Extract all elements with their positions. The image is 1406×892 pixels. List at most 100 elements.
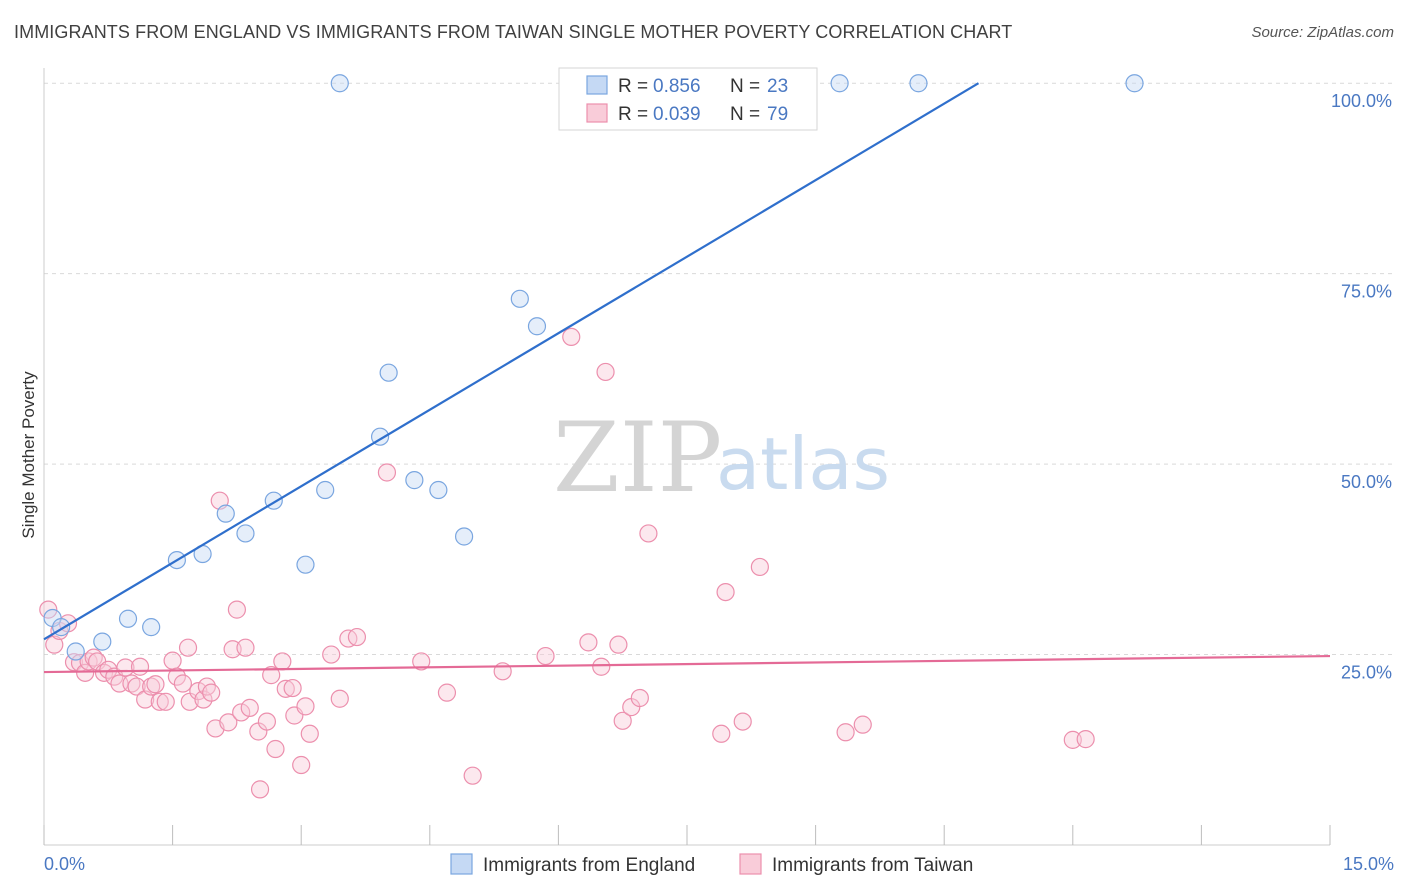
taiwan-point-67 bbox=[613, 711, 632, 730]
stats-legend-swatch-england bbox=[586, 75, 608, 95]
series-legend: Immigrants from England Immigrants from … bbox=[450, 853, 973, 876]
y-tick-label-1: 50.0% bbox=[1341, 472, 1392, 492]
taiwan-point-72 bbox=[716, 582, 735, 602]
taiwan-point-46 bbox=[276, 679, 295, 698]
taiwan-point-16 bbox=[127, 677, 146, 696]
taiwan-point-50 bbox=[296, 697, 315, 716]
taiwan-point-58 bbox=[437, 683, 457, 702]
taiwan-point-63 bbox=[579, 633, 598, 652]
taiwan-point-62 bbox=[562, 327, 581, 347]
taiwan-point-71 bbox=[712, 724, 731, 743]
taiwan-point-23 bbox=[163, 651, 182, 670]
england-point-21 bbox=[830, 74, 849, 93]
stats-r-value-taiwan: 0.039 bbox=[653, 104, 701, 125]
stats-r-label-england: R = bbox=[618, 76, 648, 97]
taiwan-point-42 bbox=[257, 712, 277, 731]
taiwan-point-66 bbox=[609, 635, 628, 654]
taiwan-point-65 bbox=[596, 362, 615, 382]
taiwan-point-43 bbox=[262, 666, 281, 685]
y-tick-labels: 25.0% 50.0% 75.0% 100.0% bbox=[1331, 91, 1392, 682]
y-tick-label-2: 75.0% bbox=[1341, 282, 1392, 302]
taiwan-point-70 bbox=[639, 524, 658, 543]
taiwan-point-49 bbox=[292, 755, 311, 775]
england-point-17 bbox=[429, 480, 448, 500]
taiwan-point-34 bbox=[219, 713, 238, 732]
stats-r-value-england: 0.856 bbox=[653, 76, 701, 97]
y-axis-label: Single Mother Poverty bbox=[19, 371, 38, 539]
taiwan-point-51 bbox=[300, 724, 319, 743]
legend-label-taiwan: Immigrants from Taiwan bbox=[772, 855, 973, 876]
england-point-5 bbox=[142, 618, 161, 637]
taiwan-point-41 bbox=[250, 780, 270, 799]
england-point-13 bbox=[330, 74, 349, 93]
england-trendline bbox=[43, 82, 980, 641]
taiwan-point-64 bbox=[592, 657, 611, 676]
england-point-19 bbox=[510, 289, 529, 308]
england-point-20 bbox=[527, 317, 547, 336]
taiwan-point-73 bbox=[733, 712, 752, 731]
taiwan-point-21 bbox=[150, 692, 169, 711]
taiwan-trendline bbox=[43, 654, 1331, 674]
axes bbox=[43, 68, 1331, 846]
taiwan-point-78 bbox=[1076, 730, 1095, 749]
taiwan-point-52 bbox=[322, 645, 341, 664]
taiwan-point-27 bbox=[178, 638, 198, 657]
england-point-18 bbox=[454, 527, 474, 546]
legend-swatch-england bbox=[450, 853, 473, 875]
y-tick-label-3: 100.0% bbox=[1331, 91, 1392, 111]
stats-n-label-england: N = bbox=[730, 76, 760, 97]
england-point-2 bbox=[66, 642, 85, 661]
taiwan-point-39 bbox=[240, 698, 259, 717]
taiwan-point-37 bbox=[232, 703, 251, 722]
england-point-9 bbox=[236, 524, 255, 543]
taiwan-series bbox=[39, 327, 1095, 799]
taiwan-point-75 bbox=[836, 723, 855, 742]
x-tick-label-min: 0.0% bbox=[44, 854, 85, 874]
taiwan-point-45 bbox=[273, 652, 292, 671]
watermark: ZIP atlas bbox=[553, 402, 890, 514]
england-point-4 bbox=[118, 609, 138, 628]
england-point-23 bbox=[1125, 74, 1144, 93]
legend-label-england: Immigrants from England bbox=[483, 855, 695, 876]
taiwan-point-31 bbox=[202, 683, 221, 702]
taiwan-point-15 bbox=[122, 674, 141, 693]
taiwan-point-38 bbox=[236, 638, 255, 657]
trendlines bbox=[43, 82, 1331, 674]
england-point-11 bbox=[296, 555, 315, 574]
source-label: Source: ZipAtlas.com bbox=[1251, 24, 1394, 41]
taiwan-point-1 bbox=[45, 635, 64, 654]
watermark-atlas: atlas bbox=[716, 422, 890, 506]
taiwan-point-25 bbox=[173, 674, 192, 693]
england-point-16 bbox=[405, 471, 424, 490]
taiwan-point-44 bbox=[266, 739, 285, 759]
taiwan-point-74 bbox=[750, 557, 769, 577]
taiwan-point-59 bbox=[463, 766, 482, 785]
england-point-22 bbox=[909, 74, 928, 93]
stats-n-value-england: 23 bbox=[767, 76, 788, 97]
england-series bbox=[43, 74, 1144, 661]
taiwan-point-57 bbox=[412, 652, 431, 671]
taiwan-point-61 bbox=[536, 646, 555, 666]
grid bbox=[44, 82, 1392, 656]
taiwan-point-0 bbox=[39, 600, 58, 619]
stats-n-value-taiwan: 79 bbox=[767, 104, 788, 125]
watermark-zip: ZIP bbox=[553, 402, 722, 514]
taiwan-point-22 bbox=[156, 692, 175, 711]
stats-r-label-taiwan: R = bbox=[618, 104, 648, 125]
taiwan-point-53 bbox=[330, 689, 349, 708]
taiwan-point-56 bbox=[377, 463, 397, 482]
stats-n-label-taiwan: N = bbox=[730, 104, 760, 125]
england-point-3 bbox=[93, 632, 112, 651]
taiwan-point-24 bbox=[167, 667, 186, 686]
stats-legend-swatch-taiwan bbox=[586, 103, 608, 123]
taiwan-point-77 bbox=[1063, 730, 1082, 749]
taiwan-point-36 bbox=[227, 600, 246, 619]
england-point-15 bbox=[379, 363, 398, 382]
taiwan-point-76 bbox=[853, 715, 872, 734]
y-tick-label-0: 25.0% bbox=[1341, 663, 1392, 683]
taiwan-point-47 bbox=[283, 678, 302, 698]
x-tick-label-max: 15.0% bbox=[1343, 854, 1394, 874]
taiwan-point-17 bbox=[130, 657, 150, 676]
taiwan-point-69 bbox=[630, 688, 649, 708]
